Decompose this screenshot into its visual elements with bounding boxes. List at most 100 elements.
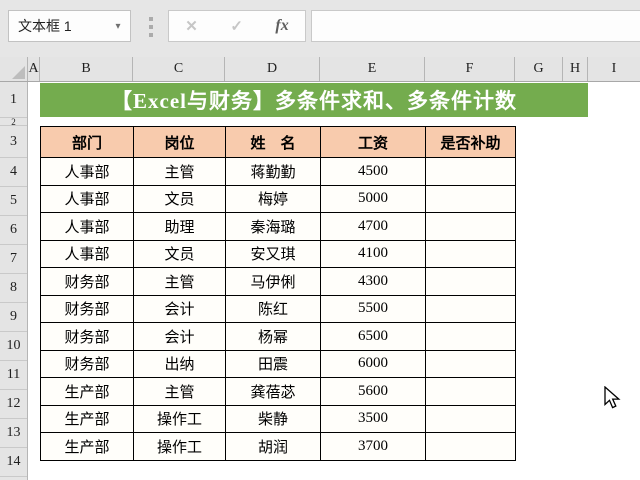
cell[interactable]: 马伊俐 — [225, 267, 321, 296]
data-table: 部门 岗位 姓 名 工资 是否补助 人事部 主管 蒋勤勤 4500 人事部 文员… — [40, 126, 516, 461]
cell[interactable] — [425, 294, 516, 323]
column-header-d[interactable]: D — [225, 57, 320, 81]
cell[interactable]: 4300 — [320, 267, 426, 296]
cell[interactable]: 3500 — [320, 404, 426, 433]
column-header-b[interactable]: B — [40, 57, 133, 81]
cell[interactable] — [425, 377, 516, 406]
row-header-strip: 1 2 3 4 5 6 7 8 9 10 11 12 13 14 — [0, 82, 28, 480]
cell[interactable]: 出纳 — [133, 349, 226, 378]
cell[interactable]: 4100 — [320, 239, 426, 268]
cancel-icon[interactable]: ✕ — [185, 18, 198, 35]
cell[interactable]: 秦海璐 — [225, 212, 321, 241]
row-header-6[interactable]: 6 — [0, 216, 27, 245]
cell[interactable]: 6000 — [320, 349, 426, 378]
name-box-dropdown-icon[interactable]: ▾ — [115, 20, 121, 32]
row-header-4[interactable]: 4 — [0, 158, 27, 187]
cell[interactable]: 3700 — [320, 432, 426, 461]
title-textbox[interactable]: 【Excel与财务】多条件求和、多条件计数 — [40, 83, 588, 117]
row-header-5[interactable]: 5 — [0, 187, 27, 216]
select-all-button[interactable] — [0, 57, 28, 81]
row-header-13[interactable]: 13 — [0, 419, 27, 448]
row-header-12[interactable]: 12 — [0, 390, 27, 419]
column-header-e[interactable]: E — [320, 57, 425, 81]
cell[interactable]: 操作工 — [133, 404, 226, 433]
row-header-9[interactable]: 9 — [0, 303, 27, 332]
cell[interactable] — [425, 322, 516, 351]
cell[interactable]: 文员 — [133, 184, 226, 213]
header-cell-department[interactable]: 部门 — [40, 126, 134, 158]
cell[interactable]: 财务部 — [40, 349, 134, 378]
insert-function-icon[interactable]: fx — [275, 17, 289, 34]
cell[interactable]: 主管 — [133, 267, 226, 296]
cell[interactable]: 胡润 — [225, 432, 321, 461]
cell[interactable]: 安又琪 — [225, 239, 321, 268]
cell[interactable]: 财务部 — [40, 322, 134, 351]
column-header-h[interactable]: H — [563, 57, 588, 81]
cell[interactable]: 操作工 — [133, 432, 226, 461]
select-all-triangle-icon — [12, 66, 25, 79]
cell[interactable] — [425, 267, 516, 296]
cell[interactable]: 柴静 — [225, 404, 321, 433]
row-header-3[interactable]: 3 — [0, 126, 27, 158]
cell[interactable]: 财务部 — [40, 294, 134, 323]
cell[interactable]: 生产部 — [40, 404, 134, 433]
cell[interactable] — [425, 239, 516, 268]
cell[interactable]: 会计 — [133, 294, 226, 323]
cell[interactable]: 人事部 — [40, 239, 134, 268]
cell[interactable] — [425, 184, 516, 213]
cell[interactable]: 人事部 — [40, 212, 134, 241]
header-cell-name[interactable]: 姓 名 — [225, 126, 321, 158]
cell[interactable]: 4500 — [320, 157, 426, 186]
cell[interactable] — [425, 349, 516, 378]
cell[interactable]: 5000 — [320, 184, 426, 213]
header-cell-subsidy[interactable]: 是否补助 — [425, 126, 516, 158]
enter-icon[interactable]: ✓ — [230, 18, 243, 35]
row-header-14[interactable]: 14 — [0, 448, 27, 477]
cell[interactable]: 陈红 — [225, 294, 321, 323]
cell[interactable]: 蒋勤勤 — [225, 157, 321, 186]
cell[interactable] — [425, 432, 516, 461]
cell[interactable]: 龚蓓苾 — [225, 377, 321, 406]
column-header-g[interactable]: G — [515, 57, 563, 81]
header-cell-position[interactable]: 岗位 — [133, 126, 226, 158]
row-header-8[interactable]: 8 — [0, 274, 27, 303]
cell[interactable]: 主管 — [133, 157, 226, 186]
cell[interactable]: 文员 — [133, 239, 226, 268]
row-header-11[interactable]: 11 — [0, 361, 27, 390]
column-header-f[interactable]: F — [425, 57, 515, 81]
cell[interactable]: 人事部 — [40, 157, 134, 186]
toolbar-drag-handle-icon[interactable] — [149, 17, 153, 37]
row-header-10[interactable]: 10 — [0, 332, 27, 361]
cell[interactable]: 梅婷 — [225, 184, 321, 213]
cell[interactable]: 财务部 — [40, 267, 134, 296]
mouse-cursor-icon — [604, 385, 626, 416]
column-header-i[interactable]: I — [611, 61, 617, 76]
row-header-1[interactable]: 1 — [0, 82, 27, 118]
row-header-2[interactable]: 2 — [0, 118, 27, 126]
formula-bar-input[interactable] — [311, 10, 640, 42]
row-header-7[interactable]: 7 — [0, 245, 27, 274]
cell[interactable] — [425, 404, 516, 433]
cell[interactable]: 6500 — [320, 322, 426, 351]
cell[interactable]: 杨幂 — [225, 322, 321, 351]
cell[interactable]: 主管 — [133, 377, 226, 406]
cell[interactable] — [425, 212, 516, 241]
cell[interactable]: 田震 — [225, 349, 321, 378]
column-header-c[interactable]: C — [133, 57, 225, 81]
cell[interactable]: 生产部 — [40, 377, 134, 406]
cell[interactable]: 助理 — [133, 212, 226, 241]
column-header-a[interactable]: A — [28, 57, 40, 81]
cell[interactable]: 5600 — [320, 377, 426, 406]
cell[interactable]: 5500 — [320, 294, 426, 323]
cell[interactable]: 生产部 — [40, 432, 134, 461]
cell[interactable]: 人事部 — [40, 184, 134, 213]
cell[interactable]: 会计 — [133, 322, 226, 351]
cell[interactable]: 4700 — [320, 212, 426, 241]
name-box[interactable]: 文本框 1 ▾ — [8, 10, 131, 42]
table-row: 生产部 操作工 柴静 3500 — [40, 404, 516, 433]
formula-toolbar: 文本框 1 ▾ ✕ ✓ fx — [0, 0, 640, 57]
cell[interactable] — [425, 157, 516, 186]
header-cell-salary[interactable]: 工资 — [320, 126, 426, 158]
name-box-value[interactable]: 文本框 1 — [18, 18, 72, 34]
